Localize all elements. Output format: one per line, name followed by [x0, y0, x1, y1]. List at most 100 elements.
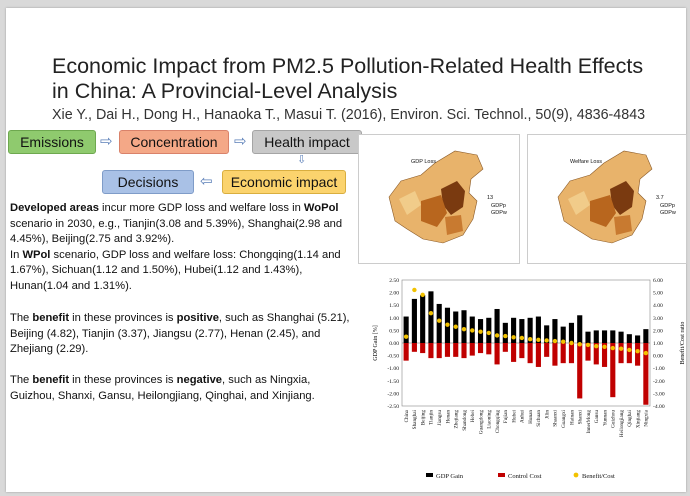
gdp-gain-bar: [635, 335, 641, 343]
gdp-gain-bar: [552, 319, 558, 343]
legend-swatch-benefit-cost: [573, 472, 579, 478]
benefit-cost-point: [437, 318, 442, 323]
chart-svg: 2.50 2.00 1.50 1.00 0.50 0.00 -0.50 -1.00 -1.50 -…: [373, 278, 686, 480]
x-tick-label: Sichuan: [536, 410, 542, 427]
legend-label-control-cost: Control Cost: [508, 473, 542, 480]
china-map-welfare-loss: [557, 150, 653, 244]
y-tick-label-left: 2.00: [389, 291, 399, 297]
x-tick-label: Jilin: [544, 410, 550, 419]
benefit-cost-point: [503, 333, 508, 339]
benefit-cost-point: [627, 347, 632, 353]
x-tick-label: Fujian: [503, 410, 509, 424]
control-cost-bar: [585, 343, 591, 361]
control-cost-bar: [411, 343, 417, 352]
gdp-gain-bar: [601, 330, 608, 343]
y-tick-label-left: -0.50: [387, 354, 399, 360]
legend-label-benefit-cost: Benefit/Cost: [582, 473, 615, 480]
benefit-cost-point: [552, 338, 558, 344]
x-tick-label: Shaanxi: [553, 409, 559, 426]
gdp-gain-bar: [610, 330, 616, 343]
control-cost-bar: [643, 343, 649, 405]
control-cost-bar: [626, 343, 632, 364]
slide-title: Economic Impact from PM2.5 Pollution-Rel…: [52, 54, 644, 103]
benefit-cost-point: [478, 329, 483, 334]
control-cost-bar: [527, 343, 533, 364]
control-cost-bar: [461, 343, 467, 359]
y-tick-label-right: -1.00: [653, 366, 665, 372]
control-cost-bar: [618, 343, 624, 364]
x-tick-label: Shandong: [462, 410, 468, 431]
gdp-gain-bar: [486, 317, 492, 343]
gdp-gain-bar: [411, 298, 417, 343]
control-cost-bar: [593, 343, 599, 365]
map-legend-value: 3.7: [656, 195, 664, 201]
control-cost-bar: [519, 343, 525, 359]
control-cost-bar: [477, 343, 484, 354]
control-cost-bar: [560, 343, 566, 364]
benefit-cost-point: [445, 322, 450, 327]
gdp-gain-bar: [428, 291, 434, 343]
control-cost-bar: [601, 343, 608, 367]
gdp-gain-bar: [420, 295, 426, 343]
y-tick-label-left: 1.50: [389, 303, 399, 309]
y-tick-label-left: -2.00: [387, 391, 399, 397]
paragraph-positive-benefit: The benefit in these provinces is positi…: [10, 312, 350, 356]
benefit-cost-point: [544, 338, 549, 343]
gdp-gain-bar: [502, 322, 508, 343]
x-tick-label: InnerMong: [586, 410, 592, 434]
control-cost-bar: [544, 343, 550, 357]
y-tick-label-left: -1.00: [387, 366, 399, 372]
benefit-cost-point: [618, 346, 624, 351]
x-tick-label: Hainan: [569, 410, 575, 425]
y-tick-label-right: -3.00: [653, 391, 665, 397]
x-tick-label: Henan: [445, 410, 451, 424]
control-cost-bar: [420, 343, 426, 354]
control-cost-bar: [502, 343, 508, 352]
control-cost-bar: [486, 343, 492, 355]
map-title: GDP Loss: [411, 159, 436, 165]
control-cost-bar: [469, 343, 475, 356]
control-cost-bar: [428, 343, 434, 359]
control-cost-bar: [635, 343, 641, 366]
y-tick-label-left: 0.00: [389, 341, 399, 347]
benefit-cost-point: [511, 335, 516, 340]
map-legend-gdpp: GDPp: [660, 203, 675, 209]
benefit-cost-point: [536, 337, 541, 343]
x-tick-label: Ningxia: [644, 409, 650, 426]
decisions-box: Decisions: [102, 170, 194, 194]
y-tick-label-left: 1.00: [389, 316, 399, 322]
benefit-cost-point: [585, 342, 591, 348]
y-tick-label-left: -2.50: [387, 404, 399, 410]
benefit-cost-point: [635, 348, 640, 354]
benefit-cost-point: [594, 343, 599, 349]
x-tick-label: Chongqing: [495, 410, 501, 433]
x-tick-label: Liaoning: [487, 410, 493, 429]
benefit-cost-point: [569, 340, 574, 346]
benefit-cost-point: [486, 330, 491, 336]
y-tick-label-left: 0.50: [389, 328, 399, 334]
china-map-gdp-loss: [388, 150, 484, 244]
control-cost-bar: [444, 343, 451, 357]
x-tick-label: China: [404, 409, 410, 422]
gdp-gain-bar: [626, 334, 632, 343]
economic-impact-box: Economic impact: [222, 170, 346, 194]
control-cost-bar: [494, 343, 500, 365]
concentration-box: Concentration: [119, 130, 229, 154]
y-tick-label-right: 6.00: [653, 278, 663, 284]
control-cost-bar: [436, 343, 442, 359]
control-cost-bar: [453, 343, 459, 357]
x-tick-label: Yunnan: [602, 410, 608, 426]
x-tick-label: Guizhou: [611, 410, 617, 428]
benefit-cost-point: [453, 324, 458, 329]
gdp-gain-chart: 2.50 2.00 1.50 1.00 0.50 0.00 -0.50 -1.00 -1.50 -…: [368, 274, 690, 486]
map-legend-gdpp: GDPp: [491, 203, 506, 209]
arrow-down-icon: ⇩: [297, 153, 307, 166]
x-tick-label: Tianjin: [429, 410, 435, 425]
benefit-cost-point: [519, 335, 525, 341]
benefit-cost-point: [527, 337, 533, 342]
benefit-cost-point: [494, 333, 500, 338]
control-cost-bar: [535, 343, 541, 367]
map-title: Welfare Loss: [570, 159, 602, 165]
x-tick-label: Anhui: [520, 409, 526, 423]
x-tick-label: Zhejiang: [454, 410, 460, 429]
